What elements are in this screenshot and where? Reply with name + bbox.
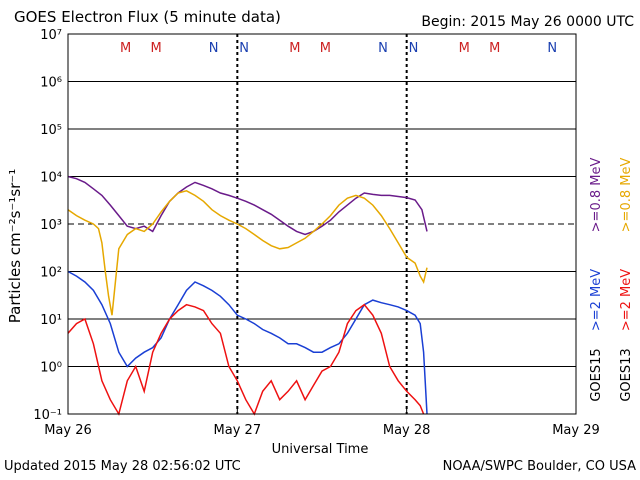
legend-purple: >=0.8 MeV xyxy=(589,158,604,233)
mn-marker-n: N xyxy=(409,41,419,56)
x-tick-label: May 28 xyxy=(383,423,431,438)
y-tick-label: 10⁴ xyxy=(40,171,62,186)
y-tick-label: 10³ xyxy=(40,218,62,233)
y-tick-label: 10⁷ xyxy=(40,28,62,43)
y-axis-label: Particles cm⁻²s⁻¹sr⁻¹ xyxy=(6,169,24,323)
y-tick-label: 10⁵ xyxy=(40,123,62,138)
x-tick-label: May 27 xyxy=(214,423,262,438)
series-line-orange xyxy=(67,189,428,316)
data-series xyxy=(67,175,428,416)
y-tick-label: 10⁰ xyxy=(40,361,62,376)
y-tick-labels: 10⁻¹ 10⁰ 10¹ 10² 10³ 10⁴ 10⁵ 10⁶ 10⁷ xyxy=(33,28,62,423)
begin-time: Begin: 2015 May 26 0000 UTC xyxy=(421,14,634,30)
mn-marker-n: N xyxy=(239,41,249,56)
series-line-red xyxy=(67,303,425,416)
updated-timestamp: Updated 2015 May 28 02:56:02 UTC xyxy=(4,459,241,474)
x-axis-label: Universal Time xyxy=(272,442,369,457)
grid xyxy=(68,81,576,367)
y-tick-label: 10² xyxy=(40,266,62,281)
mn-marker-m: M xyxy=(150,41,161,56)
legend-orange: >=0.8 MeV xyxy=(619,158,634,233)
legend-blue: >=2 MeV xyxy=(589,269,604,331)
y-tick-label: 10⁶ xyxy=(40,76,62,91)
chart-title: GOES Electron Flux (5 minute data) xyxy=(14,8,281,26)
x-tick-labels: May 26 May 27 May 28 May 29 xyxy=(44,408,600,438)
plot-frame xyxy=(67,33,577,415)
mn-marker-n: N xyxy=(378,41,388,56)
series-line-purple xyxy=(67,175,428,236)
legend-red: >=2 MeV xyxy=(619,269,634,331)
mn-marker-n: N xyxy=(547,41,557,56)
y-tick-label: 10¹ xyxy=(40,313,62,328)
mn-marker-m: M xyxy=(289,41,300,56)
legend-goes13: GOES13 xyxy=(619,348,634,401)
mn-marker-m: M xyxy=(320,41,331,56)
mn-marker-m: M xyxy=(489,41,500,56)
credit-text: NOAA/SWPC Boulder, CO USA xyxy=(442,459,636,474)
series-line-blue xyxy=(67,270,428,415)
mn-marker-m: M xyxy=(459,41,470,56)
legend: >=0.8 MeV >=0.8 MeV >=2 MeV >=2 MeV GOES… xyxy=(589,158,634,402)
x-tick-label: May 29 xyxy=(552,423,600,438)
x-tick-label: May 26 xyxy=(44,423,92,438)
mn-marker-m: M xyxy=(120,41,131,56)
legend-goes15: GOES15 xyxy=(589,348,604,401)
y-tick-label: 10⁻¹ xyxy=(33,408,62,423)
mn-marker-n: N xyxy=(209,41,219,56)
